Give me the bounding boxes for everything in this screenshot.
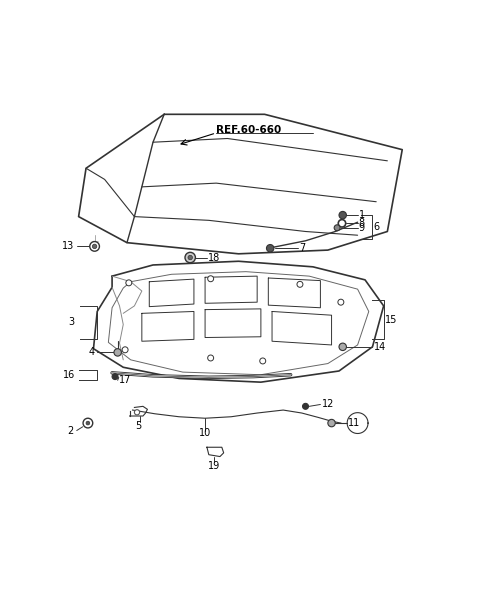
Text: 7: 7 [299, 243, 305, 253]
Circle shape [126, 280, 132, 286]
Text: 4: 4 [88, 348, 95, 358]
Circle shape [266, 245, 274, 252]
Text: 17: 17 [119, 375, 131, 385]
Circle shape [338, 299, 344, 305]
Text: 13: 13 [62, 241, 74, 251]
Circle shape [302, 404, 309, 410]
Text: 14: 14 [373, 342, 386, 352]
Text: 19: 19 [208, 461, 220, 471]
Circle shape [334, 225, 340, 230]
Circle shape [185, 252, 195, 263]
Text: 8: 8 [359, 218, 365, 228]
Text: 15: 15 [385, 315, 397, 325]
Text: 18: 18 [208, 252, 220, 262]
Text: 11: 11 [348, 418, 360, 428]
Circle shape [338, 220, 346, 227]
Circle shape [208, 276, 214, 282]
Circle shape [339, 343, 347, 350]
Text: 2: 2 [68, 426, 74, 436]
Text: 10: 10 [199, 428, 211, 438]
Circle shape [328, 420, 335, 427]
Circle shape [114, 349, 121, 356]
Circle shape [134, 410, 140, 415]
Text: REF.60-660: REF.60-660 [216, 125, 281, 135]
Text: 6: 6 [373, 222, 380, 232]
Text: 1: 1 [359, 210, 365, 220]
Circle shape [122, 347, 128, 353]
Text: 12: 12 [322, 400, 334, 410]
Circle shape [112, 374, 118, 379]
Text: 3: 3 [69, 317, 75, 327]
Circle shape [260, 358, 266, 364]
Text: 5: 5 [135, 421, 141, 431]
Circle shape [86, 421, 90, 425]
Circle shape [208, 355, 214, 361]
Circle shape [90, 242, 99, 251]
Circle shape [83, 418, 93, 428]
Text: 9: 9 [359, 223, 365, 233]
Circle shape [297, 281, 303, 287]
Circle shape [339, 212, 347, 219]
Circle shape [92, 244, 97, 249]
Text: 16: 16 [63, 370, 76, 379]
Circle shape [188, 255, 192, 260]
